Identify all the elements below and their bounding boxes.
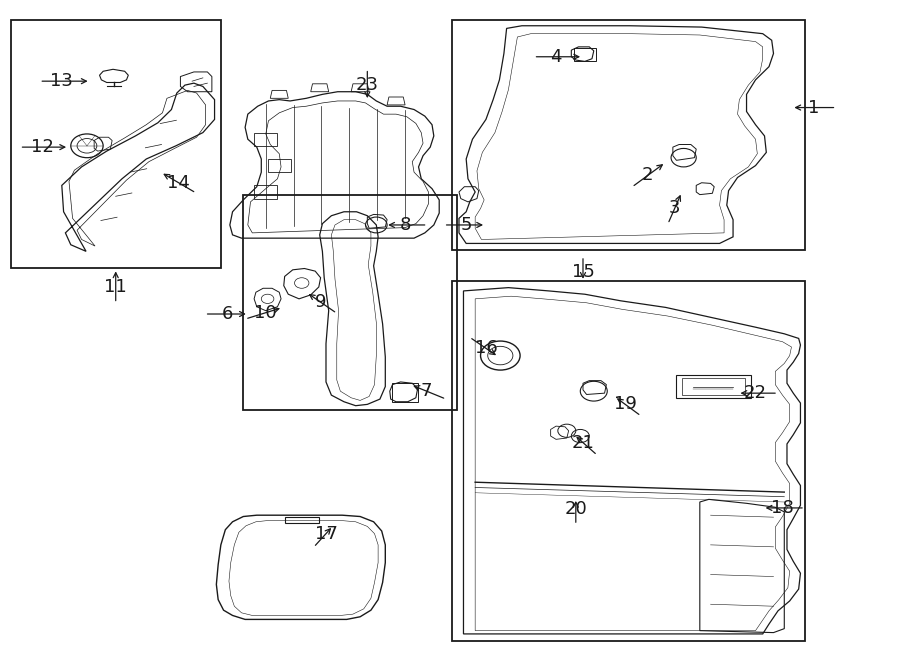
Text: 22: 22 bbox=[744, 384, 767, 402]
Bar bbox=[284, 516, 319, 523]
Text: 23: 23 bbox=[356, 76, 379, 94]
Bar bbox=[677, 375, 751, 398]
Bar bbox=[574, 48, 596, 61]
Text: 7: 7 bbox=[421, 382, 432, 400]
Text: 1: 1 bbox=[808, 98, 820, 116]
Bar bbox=[452, 20, 805, 250]
Text: 4: 4 bbox=[550, 48, 562, 65]
Text: 20: 20 bbox=[564, 500, 587, 518]
Bar bbox=[452, 281, 805, 641]
Text: 2: 2 bbox=[642, 167, 653, 184]
Text: 16: 16 bbox=[474, 339, 498, 358]
Bar bbox=[254, 185, 276, 198]
Text: 11: 11 bbox=[104, 278, 127, 296]
Bar bbox=[243, 195, 457, 410]
Text: 5: 5 bbox=[461, 216, 472, 234]
Text: 18: 18 bbox=[771, 499, 794, 517]
Text: 21: 21 bbox=[572, 434, 594, 451]
Text: 17: 17 bbox=[315, 525, 338, 543]
Bar bbox=[268, 159, 291, 173]
Text: 8: 8 bbox=[400, 216, 410, 234]
Bar bbox=[392, 383, 418, 402]
Bar bbox=[12, 20, 220, 268]
Text: 6: 6 bbox=[221, 305, 233, 323]
Text: 13: 13 bbox=[50, 72, 73, 90]
Text: 14: 14 bbox=[167, 174, 190, 192]
Text: 10: 10 bbox=[255, 303, 277, 322]
Text: 3: 3 bbox=[669, 200, 680, 217]
Text: 19: 19 bbox=[614, 395, 636, 413]
Text: 12: 12 bbox=[31, 138, 53, 156]
Bar bbox=[254, 133, 276, 146]
Text: 15: 15 bbox=[572, 264, 594, 282]
Text: 9: 9 bbox=[315, 293, 327, 311]
Bar bbox=[682, 378, 744, 395]
